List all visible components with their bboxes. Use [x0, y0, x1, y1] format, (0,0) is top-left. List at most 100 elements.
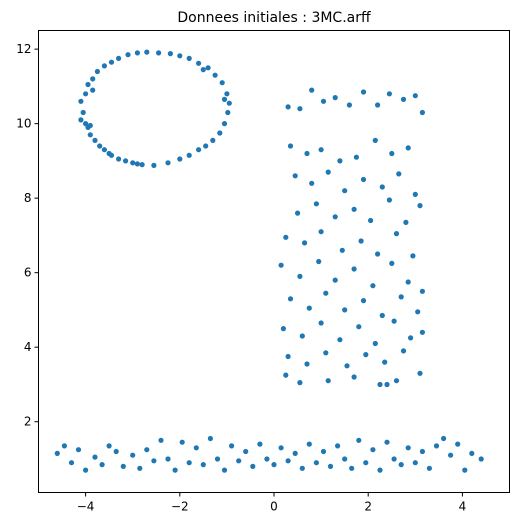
data-point [304, 150, 310, 157]
data-point [356, 437, 362, 443]
data-point [403, 219, 409, 225]
data-point [320, 448, 327, 455]
data-point [285, 104, 291, 110]
data-point [426, 465, 432, 471]
data-point [54, 450, 60, 456]
data-point [85, 81, 91, 88]
data-point [302, 240, 308, 246]
data-point [351, 206, 357, 212]
data-point [158, 437, 164, 443]
data-point [212, 72, 218, 78]
data-point [299, 465, 305, 471]
data-point [309, 87, 315, 93]
data-point [68, 460, 75, 466]
data-point [90, 87, 96, 93]
data-point [455, 441, 461, 447]
data-point [101, 147, 107, 153]
data-point [325, 169, 331, 175]
data-point [332, 277, 338, 283]
chart-title: Donnees initiales : 3MC.arff [177, 10, 371, 26]
data-point [412, 460, 418, 466]
data-point [229, 443, 235, 449]
data-point [292, 450, 298, 456]
data-point [165, 160, 171, 166]
data-point [151, 162, 157, 168]
data-point [391, 318, 397, 324]
data-point [179, 439, 185, 445]
data-point [165, 456, 171, 462]
data-point [412, 191, 418, 197]
data-point [349, 465, 355, 471]
data-point [368, 217, 374, 224]
data-point [384, 381, 390, 388]
data-point [351, 266, 357, 272]
data-point [419, 288, 425, 294]
data-point [139, 162, 145, 168]
data-point [316, 258, 322, 265]
data-point [478, 456, 484, 462]
data-point [400, 96, 407, 102]
data-point [325, 378, 331, 384]
data-point [370, 283, 376, 289]
data-point [342, 188, 348, 194]
data-point [332, 95, 338, 101]
data-point [283, 234, 289, 240]
data-point [337, 158, 343, 164]
data-point [75, 447, 82, 453]
data-point [417, 203, 423, 209]
data-point [186, 152, 192, 158]
data-point [318, 229, 324, 235]
data-point [337, 337, 343, 343]
data-point [123, 158, 129, 164]
data-point [297, 273, 303, 279]
data-point [292, 173, 298, 179]
data-point [97, 143, 103, 149]
y-tick-label: 12 [16, 42, 31, 56]
data-point [280, 326, 286, 332]
data-point [419, 109, 425, 116]
data-point [207, 435, 213, 442]
data-point [116, 55, 122, 62]
data-point [299, 333, 305, 339]
data-point [393, 231, 400, 237]
data-point [177, 156, 183, 162]
data-point [309, 180, 315, 186]
data-point [83, 467, 89, 473]
data-point [370, 447, 376, 453]
data-point [419, 329, 425, 335]
data-point [271, 462, 277, 468]
data-point [375, 251, 381, 257]
data-point [130, 160, 136, 166]
data-point [408, 335, 414, 341]
data-point [278, 445, 284, 451]
data-point [172, 467, 178, 473]
data-point [219, 80, 225, 86]
x-tick-label: −4 [77, 500, 95, 514]
data-point [221, 121, 228, 127]
data-point [92, 137, 98, 143]
x-axis-ticks: −4 −2 0 2 4 [77, 492, 466, 514]
data-point [193, 445, 199, 451]
data-point [78, 117, 84, 123]
data-point [214, 456, 221, 462]
data-point [144, 447, 150, 453]
data-point [210, 137, 216, 143]
data-point [384, 439, 390, 445]
data-point [377, 381, 383, 388]
data-point [356, 324, 362, 330]
data-point [144, 49, 150, 55]
data-point [335, 443, 341, 449]
data-point [285, 353, 291, 360]
data-point [342, 307, 348, 313]
data-point [372, 137, 378, 143]
data-point [297, 106, 303, 112]
data-point [469, 450, 475, 456]
x-tick-label: 2 [364, 500, 372, 514]
data-point [83, 91, 89, 97]
data-point [462, 467, 468, 473]
data-point [405, 279, 411, 285]
data-point [313, 460, 319, 466]
data-point [250, 463, 256, 469]
y-tick-label: 2 [24, 415, 32, 429]
